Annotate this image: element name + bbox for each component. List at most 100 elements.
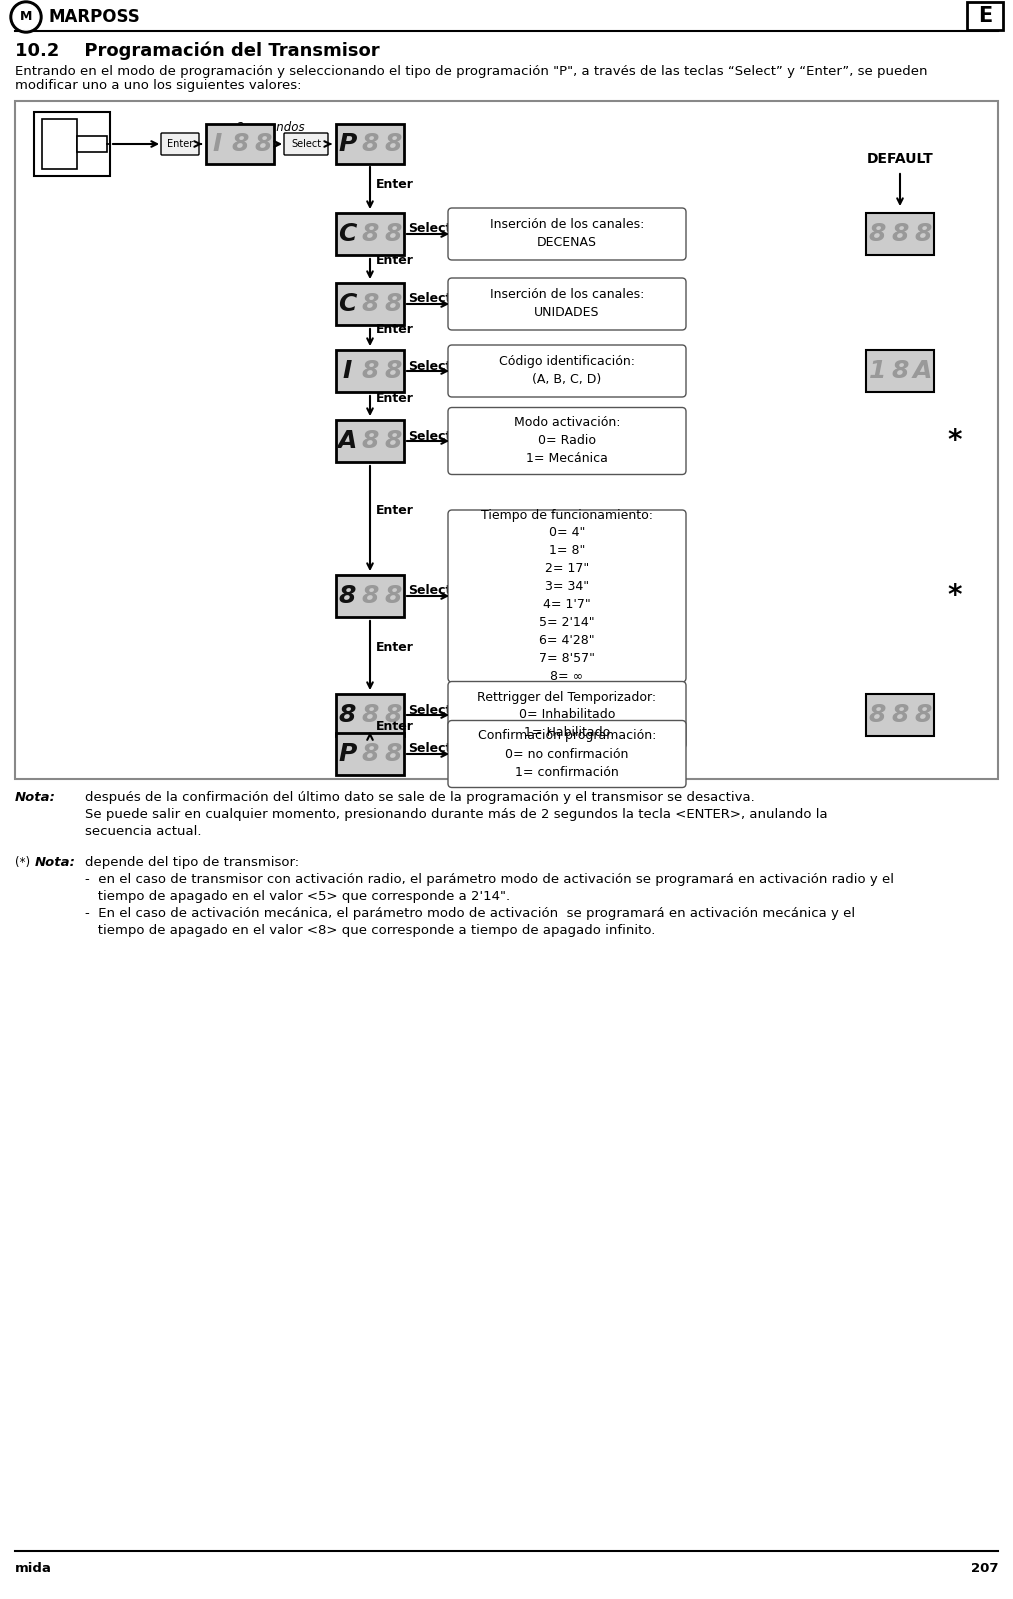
Text: 8: 8 (362, 360, 379, 384)
FancyBboxPatch shape (448, 510, 686, 683)
Text: C: C (338, 222, 357, 246)
FancyBboxPatch shape (336, 732, 404, 776)
Text: 10.2    Programación del Transmisor: 10.2 Programación del Transmisor (15, 42, 380, 61)
Text: 8: 8 (362, 222, 379, 246)
Text: P: P (338, 133, 357, 157)
Text: Código identificación:
(A, B, C, D): Código identificación: (A, B, C, D) (499, 355, 635, 387)
FancyBboxPatch shape (336, 125, 404, 165)
Text: Enter: Enter (167, 139, 193, 149)
Text: 207: 207 (970, 1562, 998, 1575)
Text: Inserción de los canales:
DECENAS: Inserción de los canales: DECENAS (490, 219, 644, 249)
Text: *: * (948, 582, 962, 609)
Text: Nota:: Nota: (35, 855, 76, 868)
Text: 8: 8 (362, 584, 379, 608)
Text: secuencia actual.: secuencia actual. (85, 825, 202, 838)
Circle shape (13, 5, 38, 30)
FancyBboxPatch shape (15, 101, 998, 779)
Text: 8: 8 (254, 133, 271, 157)
FancyBboxPatch shape (336, 283, 404, 325)
FancyBboxPatch shape (336, 421, 404, 462)
Text: DEFAULT: DEFAULT (867, 152, 933, 166)
FancyBboxPatch shape (866, 350, 934, 392)
Text: 8: 8 (891, 222, 909, 246)
Text: 8: 8 (362, 429, 379, 453)
Polygon shape (77, 136, 107, 152)
Text: 1: 1 (868, 360, 886, 384)
FancyBboxPatch shape (34, 112, 110, 176)
Text: depende del tipo de transmisor:: depende del tipo de transmisor: (85, 855, 299, 868)
Text: M: M (20, 11, 32, 24)
Text: Select: Select (408, 360, 452, 373)
Text: Nota:: Nota: (15, 792, 56, 804)
Text: Rettrigger del Temporizador:
0= Inhabilitado
1= Habilitado: Rettrigger del Temporizador: 0= Inhabili… (477, 691, 656, 739)
Text: Select: Select (408, 430, 452, 443)
Text: Select: Select (408, 742, 452, 755)
Text: 8: 8 (868, 704, 886, 728)
FancyBboxPatch shape (967, 2, 1003, 30)
Text: Enter: Enter (376, 177, 414, 190)
Text: 8: 8 (891, 360, 909, 384)
Text: I: I (213, 133, 222, 157)
FancyBboxPatch shape (161, 133, 199, 155)
Polygon shape (42, 118, 77, 169)
FancyBboxPatch shape (336, 694, 404, 736)
Text: Enter: Enter (376, 504, 414, 516)
Text: Select: Select (408, 293, 452, 305)
FancyBboxPatch shape (284, 133, 328, 155)
Text: MARPOSS: MARPOSS (48, 8, 140, 26)
Text: A: A (913, 360, 932, 384)
Text: Enter: Enter (376, 641, 414, 654)
Text: 8: 8 (384, 360, 401, 384)
Text: > 2 segundos: > 2 segundos (223, 120, 305, 133)
Text: 8: 8 (362, 293, 379, 317)
Text: E: E (978, 6, 992, 26)
FancyBboxPatch shape (448, 408, 686, 475)
Text: I: I (342, 360, 352, 384)
Text: 8: 8 (384, 222, 401, 246)
Text: 8: 8 (362, 704, 379, 728)
Text: (*): (*) (15, 855, 30, 868)
Text: 8: 8 (384, 704, 401, 728)
Text: 8: 8 (362, 742, 379, 766)
FancyBboxPatch shape (866, 694, 934, 736)
Text: P: P (338, 742, 357, 766)
Text: 8: 8 (362, 133, 379, 157)
Text: 8: 8 (338, 704, 356, 728)
Text: -  en el caso de transmisor con activación radio, el parámetro modo de activació: - en el caso de transmisor con activació… (85, 873, 894, 886)
Text: tiempo de apagado en el valor <8> que corresponde a tiempo de apagado infinito.: tiempo de apagado en el valor <8> que co… (85, 924, 655, 937)
FancyBboxPatch shape (448, 681, 686, 748)
Text: 8: 8 (384, 742, 401, 766)
Text: 8: 8 (914, 704, 931, 728)
Text: 8: 8 (868, 222, 886, 246)
Text: A: A (337, 429, 357, 453)
Text: Select: Select (291, 139, 321, 149)
Text: 8: 8 (384, 293, 401, 317)
FancyBboxPatch shape (866, 213, 934, 254)
Text: *: * (948, 427, 962, 456)
Text: 8: 8 (338, 584, 356, 608)
Text: 8: 8 (384, 584, 401, 608)
Text: Enter: Enter (376, 392, 414, 405)
Text: Confirmación programación:
0= no confirmación
1= confirmación: Confirmación programación: 0= no confirm… (478, 729, 656, 779)
Circle shape (10, 2, 42, 34)
Text: Entrando en el modo de programación y seleccionando el tipo de programación "P",: Entrando en el modo de programación y se… (15, 64, 928, 77)
Text: Select: Select (408, 585, 452, 598)
Text: 8: 8 (384, 133, 401, 157)
Text: C: C (338, 293, 357, 317)
Text: mida: mida (15, 1562, 52, 1575)
Text: tiempo de apagado en el valor <5> que corresponde a 2'14".: tiempo de apagado en el valor <5> que co… (85, 891, 511, 903)
FancyBboxPatch shape (336, 213, 404, 254)
Text: Tiempo de funcionamiento:
0= 4"
1= 8"
2= 17"
3= 34"
4= 1'7"
5= 2'14"
6= 4'28"
7=: Tiempo de funcionamiento: 0= 4" 1= 8" 2=… (481, 508, 653, 683)
Text: Modo activación:
0= Radio
1= Mecánica: Modo activación: 0= Radio 1= Mecánica (514, 416, 620, 465)
Text: 8: 8 (891, 704, 909, 728)
FancyBboxPatch shape (448, 345, 686, 397)
Text: 8: 8 (231, 133, 248, 157)
FancyBboxPatch shape (448, 278, 686, 329)
Text: Select: Select (408, 704, 452, 716)
Text: Enter: Enter (376, 720, 414, 732)
Text: después de la confirmación del último dato se sale de la programación y el trans: después de la confirmación del último da… (85, 792, 755, 804)
Text: 8: 8 (914, 222, 931, 246)
FancyBboxPatch shape (448, 721, 686, 787)
Text: Inserción de los canales:
UNIDADES: Inserción de los canales: UNIDADES (490, 288, 644, 320)
Text: 8: 8 (384, 429, 401, 453)
